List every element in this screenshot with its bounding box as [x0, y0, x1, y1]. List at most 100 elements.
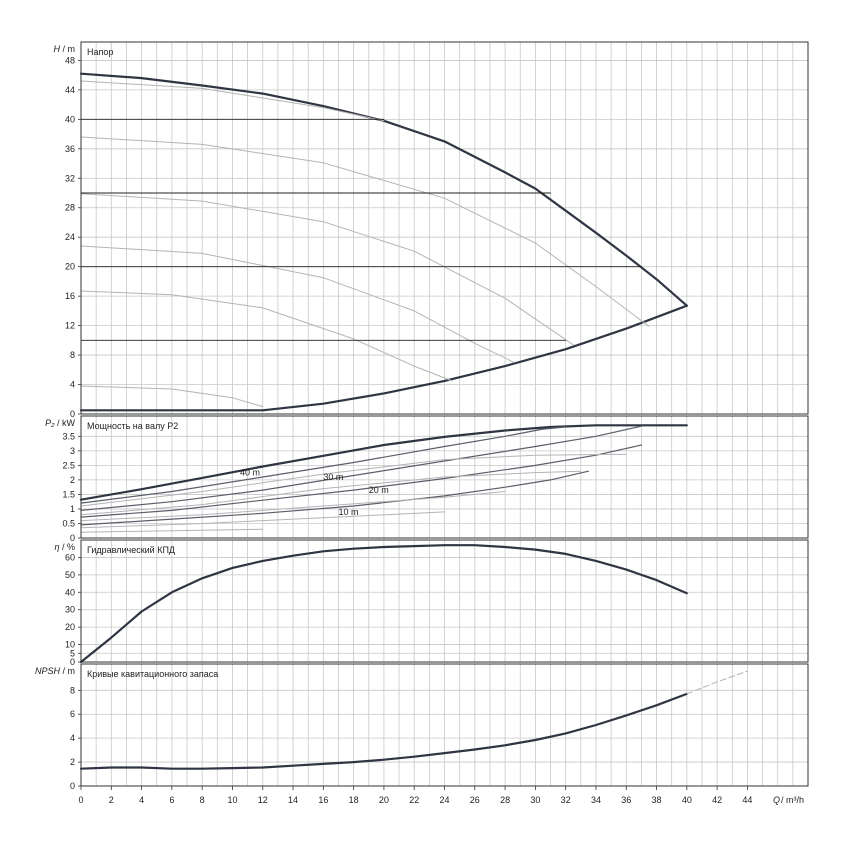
head-curve-thin-4 [80, 193, 574, 346]
power-y-tick-label: 2 [70, 475, 75, 485]
npsh-curve-main-0 [79, 692, 688, 770]
power-y-tick-label: 2.5 [62, 460, 75, 470]
power-curve-mid-3 [80, 444, 642, 518]
x-tick-label: 4 [139, 795, 144, 805]
power-curve-mid-2 [80, 425, 642, 511]
power-y-tick-label: 0 [70, 533, 75, 543]
head-curve-main-1 [79, 304, 688, 412]
npsh-y-axis-label: NPSH / m [35, 666, 75, 676]
x-tick-label: 38 [652, 795, 662, 805]
efficiency-y-axis-symbol: η [54, 542, 59, 552]
x-axis-unit: / m³/h [781, 795, 804, 805]
head-panel-title: Напор [87, 47, 113, 57]
power-y-tick-label: 3.5 [62, 431, 75, 441]
head-panel-frame [80, 41, 809, 415]
npsh-y-tick-label: 4 [70, 733, 75, 743]
head-y-tick-label: 4 [70, 380, 75, 390]
power-panel-title: Мощность на валу P2 [87, 421, 178, 431]
power-curve-label: 30 m [323, 472, 343, 482]
head-y-axis-unit: / m [60, 44, 75, 54]
power-panel-frame [80, 415, 809, 539]
x-tick-label: 6 [169, 795, 174, 805]
power-curve-label: 10 m [338, 507, 358, 517]
x-tick-label: 8 [200, 795, 205, 805]
npsh-y-axis-symbol: NPSH [35, 666, 61, 676]
head-curve-thin-7 [80, 385, 264, 408]
head-y-tick-label: 16 [65, 291, 75, 301]
head-y-tick-label: 40 [65, 114, 75, 124]
power-curve-thin-8 [80, 511, 445, 529]
head-y-tick-label: 48 [65, 55, 75, 65]
efficiency-y-tick-label: 0 [70, 657, 75, 667]
npsh-y-tick-label: 0 [70, 781, 75, 791]
efficiency-y-tick-label: 60 [65, 552, 75, 562]
efficiency-y-tick-label: 5 [70, 648, 75, 658]
x-tick-label: 16 [318, 795, 328, 805]
head-y-tick-label: 28 [65, 203, 75, 213]
x-axis-symbol: Q [773, 795, 780, 805]
power-curve-thin-7 [80, 491, 506, 522]
head-y-tick-label: 44 [65, 85, 75, 95]
x-tick-label: 40 [682, 795, 692, 805]
head-curve-thin-3 [80, 136, 650, 327]
npsh-y-tick-label: 6 [70, 709, 75, 719]
grid-layer [81, 42, 808, 786]
x-tick-label: 22 [409, 795, 419, 805]
power-curve-mid-1 [80, 426, 567, 504]
efficiency-y-axis-label: η / % [54, 542, 75, 552]
x-tick-label: 20 [379, 795, 389, 805]
head-y-axis-label: H / m [54, 44, 76, 54]
x-tick-label: 18 [349, 795, 359, 805]
power-curve-label: 40 m [240, 468, 260, 478]
npsh-panel-title: Кривые кавитационного запаса [87, 669, 218, 679]
head-y-tick-label: 12 [65, 321, 75, 331]
efficiency-panel-title: Гидравлический КПД [87, 545, 175, 555]
efficiency-y-tick-label: 30 [65, 605, 75, 615]
power-y-axis-unit: / kW [55, 418, 76, 428]
x-tick-label: 36 [621, 795, 631, 805]
x-tick-label: 28 [500, 795, 510, 805]
power-y-tick-label: 1 [70, 504, 75, 514]
head-y-tick-label: 20 [65, 262, 75, 272]
x-tick-label: 14 [288, 795, 298, 805]
efficiency-y-tick-label: 40 [65, 587, 75, 597]
power-curve-thin-9 [80, 528, 264, 533]
head-curve-thin-5 [80, 245, 515, 363]
head-y-tick-label: 36 [65, 144, 75, 154]
x-tick-label: 12 [258, 795, 268, 805]
curve-layer [79, 72, 748, 770]
head-curve-main-0 [79, 72, 688, 307]
head-y-tick-label: 24 [65, 232, 75, 242]
head-y-tick-label: 32 [65, 173, 75, 183]
x-tick-label: 34 [591, 795, 601, 805]
x-tick-label: 24 [439, 795, 449, 805]
x-tick-label: 32 [561, 795, 571, 805]
power-curve-thin-6 [80, 470, 582, 516]
efficiency-y-axis-unit: / % [59, 542, 75, 552]
x-tick-label: 2 [109, 795, 114, 805]
x-tick-label: 10 [227, 795, 237, 805]
power-y-axis-symbol: P₂ [45, 418, 55, 428]
power-y-tick-label: 3 [70, 446, 75, 456]
frame-layer [78, 41, 809, 790]
x-tick-label: 30 [530, 795, 540, 805]
efficiency-y-tick-label: 20 [65, 622, 75, 632]
x-tick-label: 44 [742, 795, 752, 805]
npsh-y-tick-label: 2 [70, 757, 75, 767]
efficiency-panel-frame [80, 539, 809, 663]
head-y-axis-symbol: H [54, 44, 61, 54]
power-y-axis-label: P₂ / kW [45, 418, 75, 428]
npsh-y-tick-label: 8 [70, 685, 75, 695]
head-curve-thin-2 [80, 80, 385, 122]
head-curve-thin-6 [80, 290, 453, 382]
head-y-tick-label: 8 [70, 350, 75, 360]
power-y-tick-label: 1.5 [62, 489, 75, 499]
x-tick-label: 0 [78, 795, 83, 805]
efficiency-y-tick-label: 50 [65, 570, 75, 580]
efficiency-curve-main-0 [79, 544, 688, 664]
power-y-tick-label: 0.5 [62, 518, 75, 528]
efficiency-y-tick-label: 10 [65, 640, 75, 650]
npsh-y-axis-unit: / m [60, 666, 75, 676]
npsh-curve-thin-1 [686, 670, 748, 695]
